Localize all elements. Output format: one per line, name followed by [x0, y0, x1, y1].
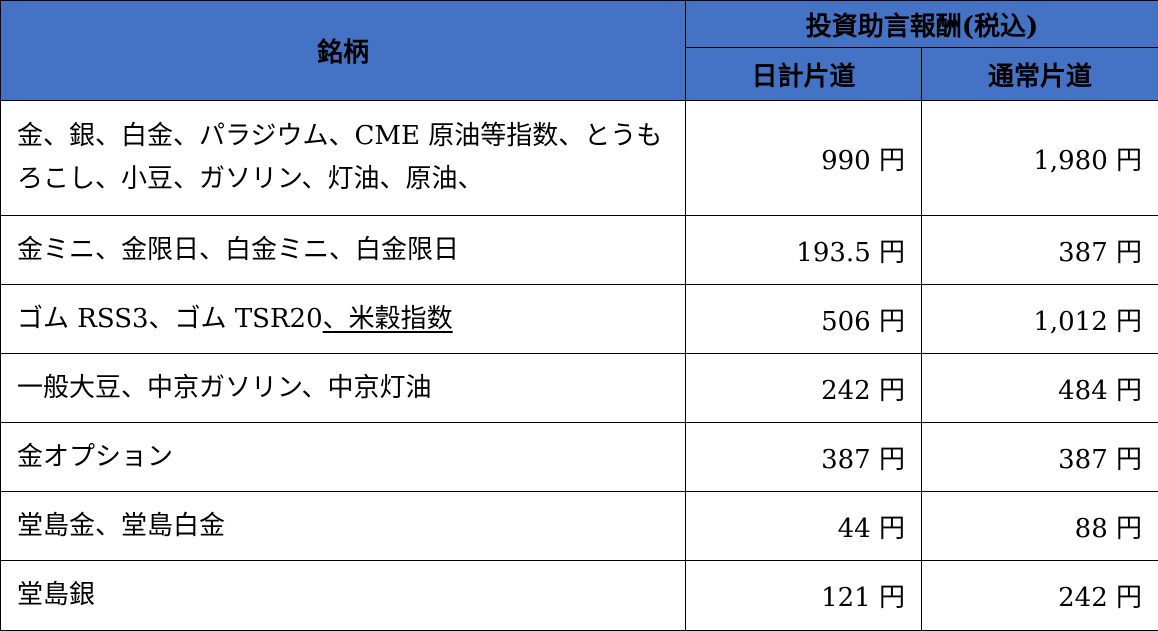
header-fee-group: 投資助言報酬(税込) — [684, 0, 1158, 48]
row-name-text: 堂島金、堂島白金 — [17, 510, 226, 541]
row-day-trade: 387 円 — [685, 422, 922, 492]
row-normal: 242 円 — [920, 560, 1158, 631]
table-row: 堂島銀 121 円 242 円 — [0, 560, 1158, 631]
row-day-trade: 193.5 円 — [685, 215, 922, 285]
row-day-trade: 44 円 — [685, 491, 922, 561]
row-name-text: 金、銀、白金、パラジウム、CME 原油等指数、とうもろこし、小豆、ガソリン、灯油… — [17, 121, 663, 194]
header-name: 銘柄 — [0, 0, 686, 101]
row-name: 金ミニ、金限日、白金ミニ、白金限日 — [0, 215, 686, 285]
row-day-trade: 506 円 — [685, 284, 922, 354]
table-row: 金オプション 387 円 387 円 — [0, 422, 1158, 492]
row-name-text: 金オプション — [17, 441, 174, 472]
row-day-trade: 121 円 — [685, 560, 922, 631]
header-normal: 通常片道 — [920, 47, 1158, 101]
table-row: 堂島金、堂島白金 44 円 88 円 — [0, 491, 1158, 561]
row-day-trade: 242 円 — [685, 353, 922, 423]
row-normal: 387 円 — [920, 215, 1158, 285]
row-normal: 1,980 円 — [920, 100, 1158, 216]
table-row: 金ミニ、金限日、白金ミニ、白金限日 193.5 円 387 円 — [0, 215, 1158, 285]
row-name: 堂島銀 — [0, 560, 686, 631]
row-name: 堂島金、堂島白金 — [0, 491, 686, 561]
row-name-text: 金ミニ、金限日、白金ミニ、白金限日 — [17, 234, 460, 265]
row-name-underlined: 、米穀指数 — [322, 303, 453, 334]
row-normal: 387 円 — [920, 422, 1158, 492]
row-name: 金オプション — [0, 422, 686, 492]
header-day-trade: 日計片道 — [685, 47, 922, 101]
row-day-trade: 990 円 — [685, 100, 922, 216]
table-row: 一般大豆、中京ガソリン、中京灯油 242 円 484 円 — [0, 353, 1158, 423]
row-name: 金、銀、白金、パラジウム、CME 原油等指数、とうもろこし、小豆、ガソリン、灯油… — [0, 100, 686, 216]
row-normal: 484 円 — [920, 353, 1158, 423]
row-name: 一般大豆、中京ガソリン、中京灯油 — [0, 353, 686, 423]
row-name-text: 一般大豆、中京ガソリン、中京灯油 — [17, 372, 432, 403]
row-name: ゴム RSS3、ゴム TSR20、米穀指数 — [0, 284, 686, 354]
row-normal: 1,012 円 — [920, 284, 1158, 354]
row-name-text: ゴム RSS3、ゴム TSR20 — [17, 303, 323, 334]
row-name-text: 堂島銀 — [17, 580, 96, 610]
table-row: ゴム RSS3、ゴム TSR20、米穀指数 506 円 1,012 円 — [0, 284, 1158, 354]
table-row: 金、銀、白金、パラジウム、CME 原油等指数、とうもろこし、小豆、ガソリン、灯油… — [0, 100, 1158, 216]
row-normal: 88 円 — [920, 491, 1158, 561]
